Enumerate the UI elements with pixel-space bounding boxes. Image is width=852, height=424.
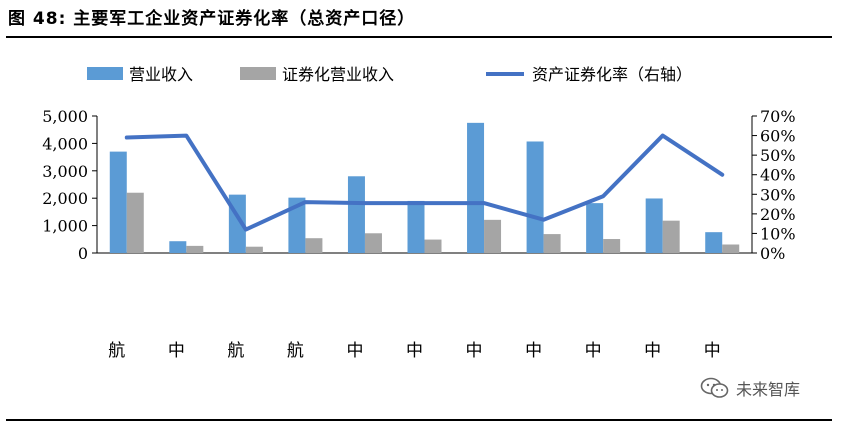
bar-securitized-2 [245, 246, 263, 253]
x-tick-label-6: 中 [466, 341, 483, 361]
bar-securitized-7 [543, 234, 561, 253]
bar-securitized-10 [722, 244, 740, 253]
legend-label-2: 资产证券化率（右轴） [532, 65, 692, 84]
bottom-rule [6, 419, 832, 421]
bar-revenue-4 [347, 176, 365, 253]
bar-securitized-1 [186, 245, 204, 253]
line-securitization-rate [124, 133, 725, 232]
bar-revenue-9 [645, 198, 663, 253]
x-tick-label-10: 中 [704, 341, 721, 361]
figure-title: 图 48: 主要军工企业资产证券化率（总资产口径） [8, 9, 416, 29]
y-left-tick-label-4: 4,000 [42, 134, 88, 153]
legend-label-0: 营业收入 [129, 65, 193, 84]
bar-securitized-8 [603, 239, 621, 253]
y-right-tick-label-5: 50% [760, 146, 796, 165]
x-tick-label-1: 中 [168, 341, 185, 361]
x-tick-label-7: 中 [525, 341, 542, 361]
bar-securitized-6 [484, 219, 502, 253]
bar-revenue-8 [586, 203, 604, 253]
y-left-tick-label-3: 3,000 [42, 162, 88, 181]
legend-label-1: 证券化营业收入 [282, 65, 394, 84]
y-left-tick-label-2: 2,000 [42, 189, 88, 208]
bar-revenue-1 [169, 241, 187, 253]
x-tick-label-2: 航 [227, 341, 244, 361]
y-right-tick-label-6: 60% [760, 127, 796, 146]
legend-swatch-1 [240, 67, 276, 80]
bar-securitized-9 [662, 220, 680, 253]
y-right-tick-label-0: 0% [760, 244, 785, 263]
x-tick-label-0: 航 [108, 341, 125, 361]
watermark: 未来智库 [700, 376, 800, 400]
x-tick-label-5: 中 [406, 341, 423, 361]
x-tick-label-3: 航 [287, 341, 304, 361]
bar-revenue-0 [109, 151, 127, 253]
bar-securitized-3 [305, 238, 323, 253]
y-left-tick-label-0: 0 [78, 244, 88, 263]
top-rule [6, 36, 832, 38]
bar-revenue-10 [705, 232, 723, 253]
y-right-tick-label-4: 40% [760, 166, 796, 185]
bar-securitized-4 [364, 233, 382, 253]
y-right-tick-label-1: 10% [760, 224, 796, 243]
y-right-tick-label-3: 30% [760, 185, 796, 204]
x-tick-label-4: 中 [346, 341, 363, 361]
bar-revenue-3 [288, 197, 306, 253]
x-tick-label-9: 中 [644, 341, 661, 361]
wechat-icon [700, 377, 729, 398]
bar-revenue-6 [467, 122, 485, 253]
bar-securitized-5 [424, 239, 442, 253]
watermark-text: 未来智库 [736, 380, 801, 399]
x-tick-label-8: 中 [585, 341, 602, 361]
bar-securitized-0 [126, 192, 144, 253]
y-right-tick-label-7: 70% [760, 107, 796, 126]
y-left-tick-label-5: 5,000 [42, 107, 88, 126]
y-left-tick-label-1: 1,000 [42, 217, 88, 236]
legend-swatch-0 [87, 67, 123, 80]
y-right-tick-label-2: 20% [760, 205, 796, 224]
bar-revenue-5 [407, 200, 425, 253]
bar-revenue-7 [526, 141, 544, 253]
